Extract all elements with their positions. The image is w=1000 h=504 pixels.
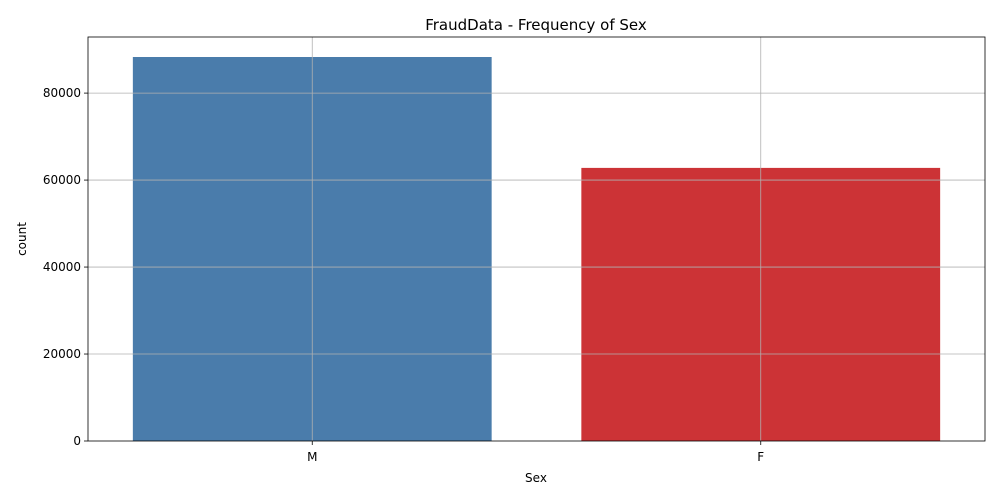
x-tick-label-m: M <box>307 450 317 464</box>
y-tick-label: 0 <box>73 434 81 448</box>
y-tick-label: 80000 <box>43 86 81 100</box>
y-axis-label: count <box>15 222 29 256</box>
plot-frame <box>87 36 986 442</box>
y-tick-label: 40000 <box>43 260 81 274</box>
y-tick-label: 60000 <box>43 173 81 187</box>
grid-lines <box>88 37 985 441</box>
chart-title: FraudData - Frequency of Sex <box>425 16 647 34</box>
x-tick-label-f: F <box>757 450 764 464</box>
y-tick-label: 20000 <box>43 347 81 361</box>
x-axis-label: Sex <box>525 471 547 485</box>
plot-area: 0 20000 40000 60000 80000 M F <box>43 36 986 464</box>
